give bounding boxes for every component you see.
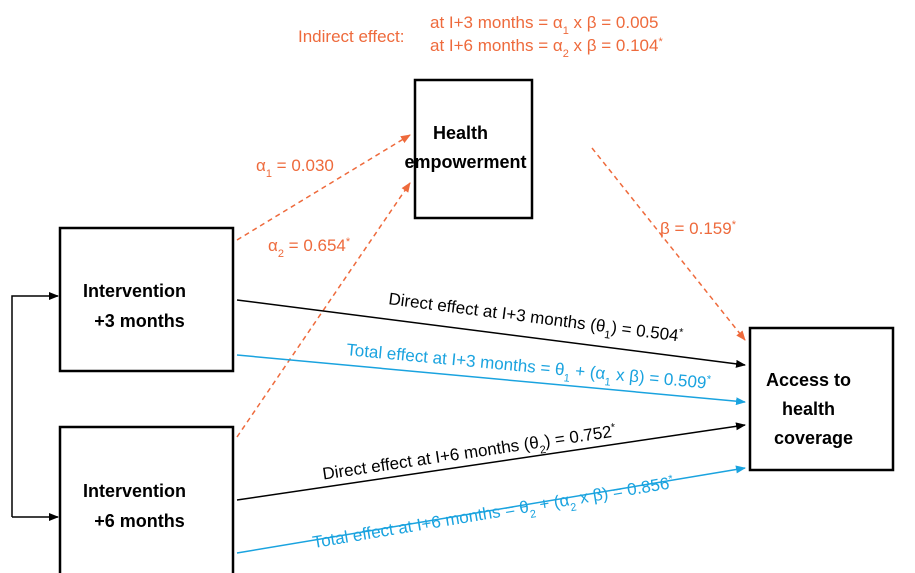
text-run: α	[256, 156, 266, 175]
text-run: Direct effect at I+6 months (θ	[321, 433, 540, 484]
text-run: x β) = 0.509	[611, 365, 708, 393]
node-label: Intervention +6 months	[0, 0, 211, 531]
arrow	[236, 182, 411, 438]
edge-label: α1 = 0.030	[256, 156, 334, 180]
arrow	[591, 147, 746, 341]
edge-label: Total effect at I+6 months = θ2 + (α2 x …	[311, 473, 676, 557]
supscript: *	[658, 36, 663, 48]
text-run: x β = 0.104	[569, 36, 659, 55]
label-line: coverage	[774, 428, 853, 448]
label-line: empowerment	[404, 152, 526, 172]
text-run: ) = 0.504	[610, 318, 679, 345]
text-run: at I+6 months = α	[430, 36, 563, 55]
subscript: 1	[604, 329, 612, 342]
text-run: Total effect at I+6 months = θ	[311, 497, 530, 552]
edge-label: β = 0.159*	[660, 219, 737, 238]
supscript: *	[668, 473, 675, 486]
label-line: +3 months	[94, 311, 185, 331]
arrow	[236, 134, 411, 241]
text-run: at I+3 months = α	[430, 13, 563, 32]
text-run: + (α	[570, 361, 607, 383]
arrow	[236, 299, 746, 368]
edge-label: Direct effect at I+3 months (θ1) = 0.504…	[387, 289, 685, 351]
subscript: 1	[266, 168, 272, 180]
subscript: 2	[570, 501, 578, 514]
supscript: *	[706, 374, 712, 386]
edge-label: Direct effect at I+6 months (θ2) = 0.752…	[321, 421, 618, 488]
indirect-label: Indirect effect:	[298, 27, 404, 46]
subscript: 2	[539, 444, 547, 457]
label-line: Health	[433, 123, 488, 143]
indirect-line: at I+3 months = α1 x β = 0.005	[430, 13, 658, 37]
subscript: 1	[563, 372, 570, 385]
arrow	[236, 354, 746, 406]
edge-label: α2 = 0.654*	[268, 236, 351, 260]
box	[58, 425, 235, 573]
label-line: health	[782, 399, 835, 419]
subscript: 2	[529, 508, 537, 521]
text-run: α	[268, 236, 278, 255]
text-run: = 0.654	[284, 236, 346, 255]
node-label: Access to health coverage	[766, 370, 853, 448]
text-run: Direct effect at I+3 months (θ	[387, 289, 606, 336]
supscript: *	[346, 236, 351, 248]
subscript: 1	[604, 376, 611, 389]
edge-label: Total effect at I+3 months = θ1 + (α1 x …	[345, 340, 712, 398]
arrow	[236, 422, 746, 501]
subscript: 1	[563, 25, 569, 37]
box	[413, 78, 534, 220]
supscript: *	[732, 219, 737, 231]
indirect-line: at I+6 months = α2 x β = 0.104*	[430, 36, 663, 60]
text-run: x β) = 0.856	[574, 474, 671, 508]
text-run: x β = 0.005	[569, 13, 659, 32]
supscript: *	[678, 326, 684, 339]
text-run: + (α	[533, 490, 571, 515]
text-run: β = 0.159	[660, 219, 732, 238]
subscript: 2	[563, 48, 569, 60]
arrow	[236, 465, 746, 554]
subscript: 2	[278, 248, 284, 260]
connector	[11, 292, 59, 517]
label-line: Intervention	[83, 481, 186, 501]
label-line: Access to	[766, 370, 851, 390]
node-label: Health empowerment	[0, 0, 542, 172]
label-line: Intervention	[83, 281, 186, 301]
text-run: Total effect at I+3 months = θ	[346, 340, 566, 379]
label-line: +6 months	[94, 511, 185, 531]
supscript: *	[610, 421, 617, 434]
text-run: = 0.030	[272, 156, 334, 175]
box	[748, 326, 895, 472]
node-label: Intervention +3 months	[0, 0, 211, 331]
box	[58, 226, 235, 373]
